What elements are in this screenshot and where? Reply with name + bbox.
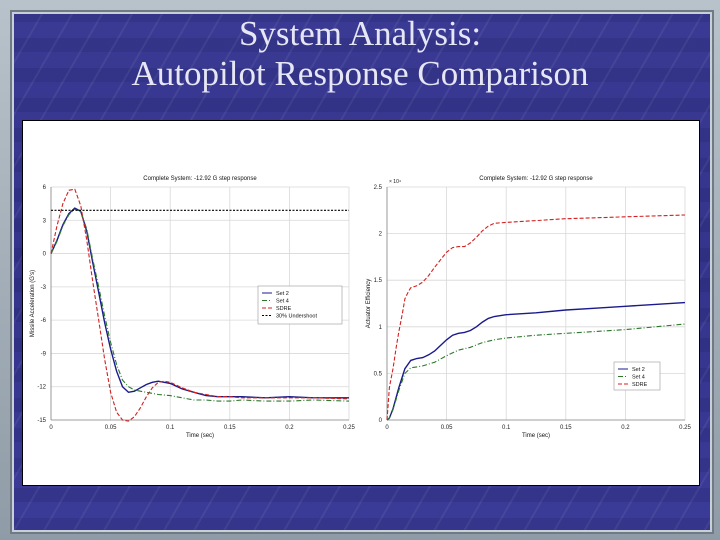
chart-panel: [22, 120, 700, 486]
legend-label: SDRE: [276, 306, 292, 312]
x-tick-label: 0: [49, 425, 53, 431]
legend-label: 30% Undershoot: [276, 314, 317, 320]
legend-label: SDRE: [632, 382, 648, 388]
x-tick-label: 0.2: [285, 425, 294, 431]
x-tick-label: 0: [385, 425, 389, 431]
title-line-2: Autopilot Response Comparison: [131, 54, 589, 93]
y-axis-label: Missile Acceleration (G's): [30, 270, 36, 337]
y-tick-label: -12: [37, 385, 46, 391]
x-tick-label: 0.05: [105, 425, 117, 431]
y-tick-label: 0.5: [374, 371, 383, 377]
slide-title: System Analysis: Autopilot Response Comp…: [0, 14, 720, 94]
x-tick-label: 0.15: [560, 425, 572, 431]
series-line-set-2: [386, 301, 686, 421]
x-tick-label: 0.2: [621, 425, 630, 431]
legend-label: Set 2: [276, 291, 289, 297]
y-tick-label: -9: [41, 351, 47, 357]
y-tick-label: 6: [43, 185, 47, 191]
x-tick-label: 0.15: [224, 425, 236, 431]
y-tick-label: -6: [41, 318, 47, 324]
legend-label: Set 4: [632, 375, 645, 381]
y-tick-label: 2: [379, 232, 383, 238]
chart-acceleration: 0 0.05 0.1 0.15 0.2 0.25 6 3 0 -3 -6 -9 -12 -15 Comple…: [30, 176, 355, 439]
y-tick-label: 1: [379, 325, 383, 331]
series-line-set-4: [50, 208, 350, 402]
y-axis-label: Actuator Efficiency: [366, 279, 372, 329]
legend-label: Set 2: [632, 367, 645, 373]
x-tick-label: 0.05: [441, 425, 453, 431]
x-tick-label: 0.1: [166, 425, 175, 431]
x-tick-label: 0.25: [679, 425, 691, 431]
series-line-sdre: [386, 214, 686, 421]
y-tick-label: -15: [37, 418, 46, 424]
series-line-sdre: [50, 188, 350, 422]
title-line-1: System Analysis:: [238, 14, 482, 53]
x-tick-label: 0.25: [343, 425, 355, 431]
chart-title: Complete System: -12.92 G step response: [143, 176, 257, 182]
x-axis-label: Time (sec): [186, 433, 214, 439]
chart-title: Complete System: -12.92 G step response: [479, 176, 593, 182]
x-tick-label: 0.1: [502, 425, 511, 431]
y-tick-label: 2.5: [374, 185, 383, 191]
y-tick-label: 0: [43, 252, 47, 258]
chart-actuator-efficiency: 0 0.05 0.1 0.15 0.2 0.25 2.5 2 1.5 1 0.5 0 Complete …: [366, 176, 691, 439]
y-tick-label: -3: [41, 285, 47, 291]
x-axis-label: Time (sec): [522, 433, 550, 439]
y-scale-exponent: × 10⁴: [389, 179, 401, 185]
y-tick-label: 1.5: [374, 278, 383, 284]
legend-label: Set 4: [276, 299, 289, 305]
y-tick-label: 0: [379, 418, 383, 424]
y-tick-label: 3: [43, 218, 47, 224]
